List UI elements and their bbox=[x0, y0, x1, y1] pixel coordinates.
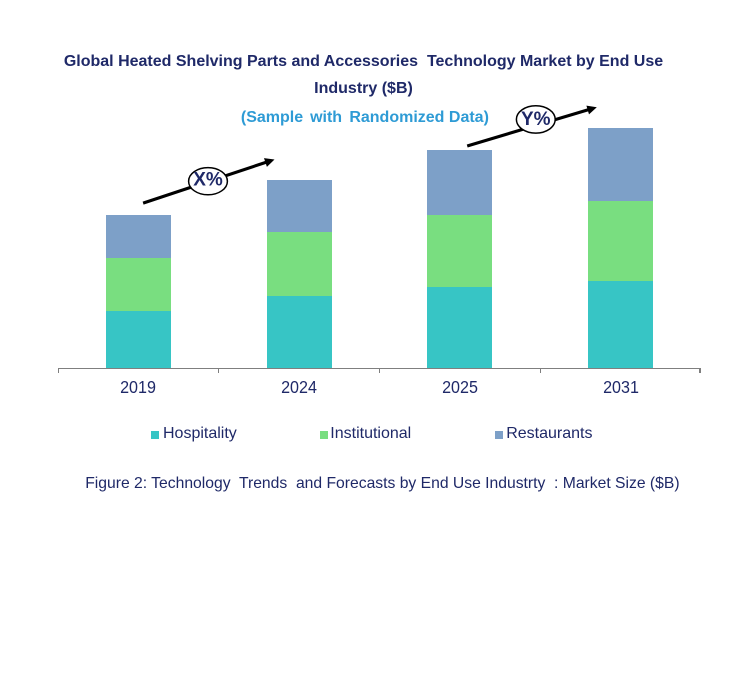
svg-text:X%: X% bbox=[193, 170, 223, 191]
svg-text:Y%: Y% bbox=[521, 109, 551, 130]
